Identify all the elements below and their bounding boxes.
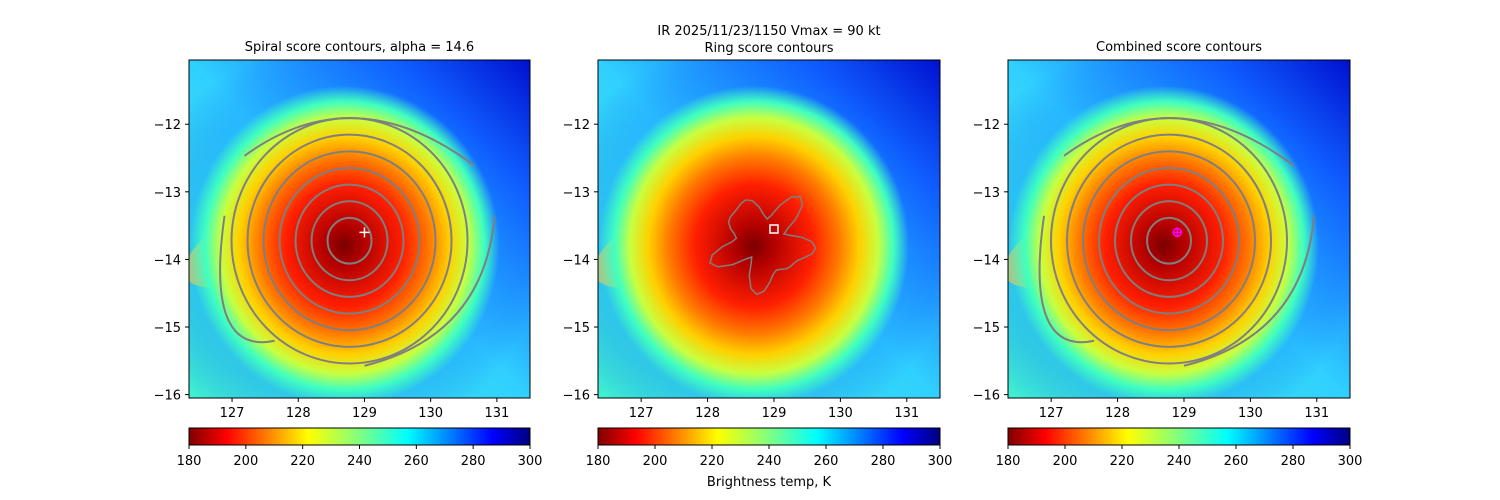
center-square-marker bbox=[769, 224, 779, 234]
panel-3: Combined score contours 127 128 129 130 131 −1… bbox=[973, 40, 1363, 469]
colorbar-tick-label: 300 bbox=[518, 454, 543, 469]
y-tick-label: −12 bbox=[563, 118, 590, 133]
spiral-contour bbox=[1183, 215, 1316, 367]
x-tick-label: 131 bbox=[1304, 406, 1329, 421]
colorbar-tick-label: 180 bbox=[177, 454, 202, 469]
ir-image bbox=[1008, 60, 1350, 398]
panel-2: Ring score contours 127 128 129 130 131 −12 −13… bbox=[563, 41, 953, 469]
y-tick-label: −15 bbox=[973, 321, 1000, 336]
x-tick-label: 127 bbox=[220, 406, 245, 421]
panel-1: Spiral score contours, alpha = 14.6 127 12… bbox=[154, 40, 543, 469]
colorbar-tick-label: 260 bbox=[814, 454, 839, 469]
score-contour bbox=[1146, 216, 1193, 265]
colorbar bbox=[1007, 427, 1351, 446]
x-tick-label: 127 bbox=[629, 406, 654, 421]
x-tick-label: 127 bbox=[1039, 406, 1064, 421]
y-tick-label: −16 bbox=[563, 389, 590, 404]
contours bbox=[709, 195, 817, 296]
center-marker bbox=[359, 227, 370, 238]
y-tick-label: −14 bbox=[154, 253, 181, 268]
center-marker bbox=[769, 224, 779, 234]
colorbar-tick-label: 200 bbox=[1053, 454, 1078, 469]
ir-image bbox=[598, 60, 940, 398]
x-tick-label: 129 bbox=[762, 406, 787, 421]
storm-core bbox=[599, 85, 909, 398]
colorbar-tick-label: 240 bbox=[757, 454, 782, 469]
ring-contour bbox=[709, 195, 817, 296]
colorbar-label: Brightness temp, K bbox=[707, 475, 832, 490]
score-contour bbox=[1066, 133, 1273, 348]
colorbar-tick-label: 240 bbox=[1167, 454, 1192, 469]
spiral-contour bbox=[364, 215, 496, 367]
colorbar-tick-label: 220 bbox=[700, 454, 725, 469]
colorbar-tick-label: 180 bbox=[586, 454, 611, 469]
colorbar-tick-label: 200 bbox=[233, 454, 258, 469]
y-tick-label: −13 bbox=[154, 186, 181, 201]
x-tick-label: 128 bbox=[695, 406, 720, 421]
colorbar-tick-label: 220 bbox=[290, 454, 315, 469]
y-tick-label: −14 bbox=[973, 253, 1000, 268]
colorbar bbox=[188, 427, 531, 446]
contours bbox=[219, 117, 496, 367]
center-circle bbox=[1172, 227, 1183, 238]
x-tick-label: 129 bbox=[1172, 406, 1197, 421]
y-tick-label: −14 bbox=[563, 253, 590, 268]
colorbar-tick-label: 280 bbox=[461, 454, 486, 469]
colorbar-tick-label: 300 bbox=[928, 454, 953, 469]
x-tick-label: 130 bbox=[418, 406, 443, 421]
x-tick-label: 128 bbox=[286, 406, 311, 421]
x-tick-label: 128 bbox=[1105, 406, 1130, 421]
score-contour bbox=[1114, 183, 1225, 298]
storm-core bbox=[1009, 85, 1319, 398]
colorbar bbox=[597, 427, 941, 446]
colorbar-tick-label: 200 bbox=[643, 454, 668, 469]
axes-frame bbox=[597, 59, 941, 399]
colorbar-tick-label: 260 bbox=[1224, 454, 1249, 469]
spiral-contour bbox=[219, 215, 275, 344]
y-tick-label: −13 bbox=[973, 186, 1000, 201]
storm-core bbox=[189, 85, 500, 398]
axes-frame bbox=[1007, 59, 1351, 399]
y-tick-label: −13 bbox=[563, 186, 590, 201]
colorbar-tick-label: 280 bbox=[871, 454, 896, 469]
panel-title: Spiral score contours, alpha = 14.6 bbox=[245, 40, 474, 55]
panel-title: Combined score contours bbox=[1096, 40, 1262, 55]
figure-title: IR 2025/11/23/1150 Vmax = 90 kt bbox=[657, 24, 880, 39]
colorbar-tick-label: 220 bbox=[1110, 454, 1135, 469]
colorbar-tick-label: 300 bbox=[1338, 454, 1363, 469]
colorbar-tick-label: 180 bbox=[996, 454, 1021, 469]
y-tick-label: −12 bbox=[973, 118, 1000, 133]
y-tick-label: −12 bbox=[154, 118, 181, 133]
contours bbox=[1038, 117, 1316, 367]
ir-image bbox=[189, 60, 530, 398]
x-tick-label: 129 bbox=[352, 406, 377, 421]
colorbar-tick-label: 280 bbox=[1281, 454, 1306, 469]
colorbar-tick-label: 240 bbox=[347, 454, 372, 469]
score-contour bbox=[1082, 150, 1257, 332]
score-contour bbox=[310, 200, 389, 282]
spiral-contour bbox=[1063, 117, 1295, 167]
x-tick-label: 130 bbox=[828, 406, 853, 421]
y-tick-label: −16 bbox=[154, 389, 181, 404]
x-tick-label: 131 bbox=[484, 406, 509, 421]
y-tick-label: −15 bbox=[563, 321, 590, 336]
score-contour bbox=[1130, 200, 1209, 282]
score-contour bbox=[1098, 166, 1241, 315]
panel-title: Ring score contours bbox=[704, 41, 833, 56]
score-contour bbox=[246, 133, 453, 348]
center-marker bbox=[1172, 227, 1183, 238]
score-contour bbox=[326, 216, 373, 265]
axes-frame bbox=[188, 59, 531, 399]
spiral-contour bbox=[243, 117, 476, 167]
y-tick-label: −16 bbox=[973, 389, 1000, 404]
colorbar-tick-label: 260 bbox=[404, 454, 429, 469]
spiral-contour bbox=[1038, 215, 1095, 344]
x-tick-label: 130 bbox=[1238, 406, 1263, 421]
score-contour bbox=[262, 150, 437, 332]
y-tick-label: −15 bbox=[154, 321, 181, 336]
x-tick-label: 131 bbox=[894, 406, 919, 421]
score-contour bbox=[294, 183, 405, 298]
score-contour bbox=[278, 166, 421, 315]
